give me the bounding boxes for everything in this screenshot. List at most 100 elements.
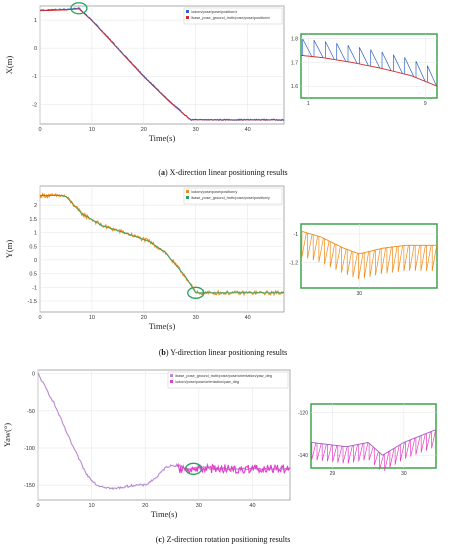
chart-a-x-tick-label: 20	[141, 127, 147, 133]
chart-b-caption-open: (	[159, 348, 162, 357]
chart-c-inset-y-tick-label: -140	[298, 453, 308, 459]
chart-c-inset: 29 30 -120 -140	[298, 403, 437, 477]
chart-a-legend-swatch	[186, 16, 189, 19]
chart-b-caption-text: Y-direction linear positioning results	[170, 348, 287, 357]
chart-b-x-tick-label: 0	[38, 315, 41, 321]
chart-b-y-tick-label: 0.5	[29, 244, 37, 250]
chart-c-caption: (c) Z-direction rotation positioning res…	[156, 535, 291, 544]
chart-a-x-tick-label: 10	[89, 127, 95, 133]
chart-c-x-tick-label: 0	[36, 503, 39, 509]
chart-b-inset: 30 -1 -1.2	[289, 223, 438, 297]
chart-a-inset-y-tick-label: 1.8	[291, 37, 298, 43]
chart-a-caption-open: (	[158, 168, 161, 177]
chart-c-y-tick-label: -50	[27, 409, 35, 415]
chart-b-x-tick-label: 20	[141, 315, 147, 321]
chart-c-caption-close: )	[162, 535, 167, 544]
chart-b-y-tick-label: 2	[34, 203, 37, 209]
chart-c-inset-x-tick-label: 30	[401, 471, 407, 477]
chart-b-x-tick-label: 30	[193, 315, 199, 321]
chart-a-x-tick-label: 30	[193, 127, 199, 133]
chart-c-legend-box	[167, 371, 289, 389]
chart-a-x-tick-label: 0	[38, 127, 41, 133]
chart-b-legend-swatch	[186, 190, 189, 193]
chart-a-inset-x-tick-label: 9	[424, 101, 427, 107]
chart-a-y-tick-label: -1	[32, 74, 37, 80]
chart-a-inset-series-0	[300, 54, 438, 87]
chart-c-legend: /base_pose_ground_truth/pose/pose/orient…	[167, 371, 289, 389]
chart-b: 0 10 20 30 40 2 1.5 1 0.5 0 0.5 -1 -1.5 Time(s) Y(m) /o…	[4, 185, 438, 357]
chart-b-highlight	[187, 286, 205, 299]
chart-c-inset-y-tick-label: -120	[298, 411, 308, 417]
chart-b-caption: (b) Y-direction linear positioning resul…	[159, 348, 288, 357]
chart-a-inset-y-tick-label: 1.6	[291, 84, 298, 90]
chart-a-inset: 1 9 1.8 1.7 1.6	[291, 33, 438, 107]
chart-c-x-tick-label: 30	[196, 503, 202, 509]
chart-b-y-tick-label: 0	[34, 258, 37, 264]
chart-b-inset-series-0	[300, 230, 437, 255]
chart-b-x-tick-label: 40	[245, 315, 251, 321]
chart-c: 0 10 20 30 40 0 -50 -100 -150 Time(s) Yaw(°) /base_…	[2, 369, 437, 544]
chart-c-inset-plot-area	[310, 403, 437, 469]
chart-a-caption-letter: a	[161, 168, 165, 177]
chart-c-caption-text: Z-direction rotation positioning results	[167, 535, 291, 544]
chart-a-inset-y-tick-label: 1.7	[291, 60, 298, 66]
chart-c-caption-letter: c	[158, 535, 162, 544]
chart-c-series-0	[37, 372, 291, 491]
chart-b-inset-plot-area	[300, 223, 438, 289]
chart-b-x-tick-label: 10	[89, 315, 95, 321]
chart-b-x-axis-label: Time(s)	[149, 321, 176, 331]
a-inset-odom-teeth	[302, 38, 437, 87]
chart-c-inset-series-0	[310, 429, 437, 456]
c-inset-odom-teeth	[311, 429, 437, 471]
chart-c-x-tick-label: 40	[249, 503, 255, 509]
chart-b-inset-x-tick-label: 30	[357, 291, 363, 297]
chart-a-y-tick-label: 0	[34, 46, 37, 52]
chart-b-inset-y-tick-label: -1.2	[289, 260, 298, 266]
chart-b-legend-entry: /odom/pose/pose/position/y	[191, 190, 237, 194]
chart-a-x-axis-label: Time(s)	[149, 133, 176, 143]
chart-b-caption-letter: b	[161, 348, 166, 357]
chart-b-series-1	[40, 195, 284, 294]
panels: 0 10 20 30 4010-1-2Time(s)X(m)/odom/pose/pos…	[2, 2, 438, 544]
chart-b-y-tick-label: -1.5	[28, 299, 37, 305]
chart-b-legend: /odom/pose/pose/position/y/base_pose_gro…	[183, 187, 283, 205]
chart-c-x-tick-label: 10	[89, 503, 95, 509]
chart-b-legend-swatch	[186, 196, 189, 199]
chart-b-y-axis-label: Y(m)	[4, 240, 14, 259]
chart-a-legend-entry: /base_pose_ground_truth/pose/pose/positi…	[191, 16, 270, 20]
chart-a-highlight	[70, 2, 88, 15]
chart-c-x-tick-label: 20	[142, 503, 148, 509]
b-inset-odom-teeth	[301, 231, 438, 280]
chart-a-inset-x-tick-label: 1	[307, 101, 310, 107]
chart-c-y-tick-label: -100	[24, 446, 35, 452]
chart-c-highlight	[184, 462, 203, 475]
chart-c-x-axis-label: Time(s)	[151, 509, 178, 519]
chart-c-legend-entry: /base_pose_ground_truth/pose/pose/orient…	[175, 374, 272, 378]
chart-a-caption-close: )	[165, 168, 170, 177]
chart-a-x-tick-label: 40	[245, 127, 251, 133]
chart-b-inset-y-tick-label: -1	[294, 232, 299, 238]
chart-b-legend-box	[183, 187, 283, 205]
chart-c-y-tick-label: -150	[24, 483, 35, 489]
chart-a-caption-text: X-direction linear positioning results	[170, 168, 288, 177]
chart-b-caption-close: )	[166, 348, 170, 357]
chart-a-legend-swatch	[186, 10, 189, 13]
chart-a-caption: (a) X-direction linear positioning resul…	[158, 168, 287, 177]
chart-a-y-axis-label: X(m)	[4, 56, 14, 75]
chart-a-legend: /odom/pose/pose/position/x/base_pose_gro…	[183, 7, 283, 25]
chart-c-legend-swatch	[170, 374, 173, 377]
chart-b-y-tick-label: -1	[32, 285, 37, 291]
chart-b-legend-entry: /base_pose_ground_truth/pose/pose/positi…	[191, 196, 270, 200]
chart-c-legend-entry: /odom/pose/pose/orientation/yaw_deg	[175, 380, 239, 384]
chart-a-y-tick-label: 1	[34, 18, 37, 24]
chart-c-caption-open: (	[156, 535, 159, 544]
chart-c-legend-swatch	[170, 380, 173, 383]
chart-b-y-tick-label: 0.5	[29, 272, 37, 278]
chart-a-y-tick-label: -2	[32, 102, 37, 108]
chart-c-series-1	[176, 462, 291, 475]
chart-c-y-tick-label: 0	[32, 372, 35, 378]
chart-c-plot-area	[37, 369, 291, 501]
chart-c-inset-x-tick-label: 29	[330, 471, 336, 477]
chart-b-y-tick-label: 1.5	[29, 217, 37, 223]
